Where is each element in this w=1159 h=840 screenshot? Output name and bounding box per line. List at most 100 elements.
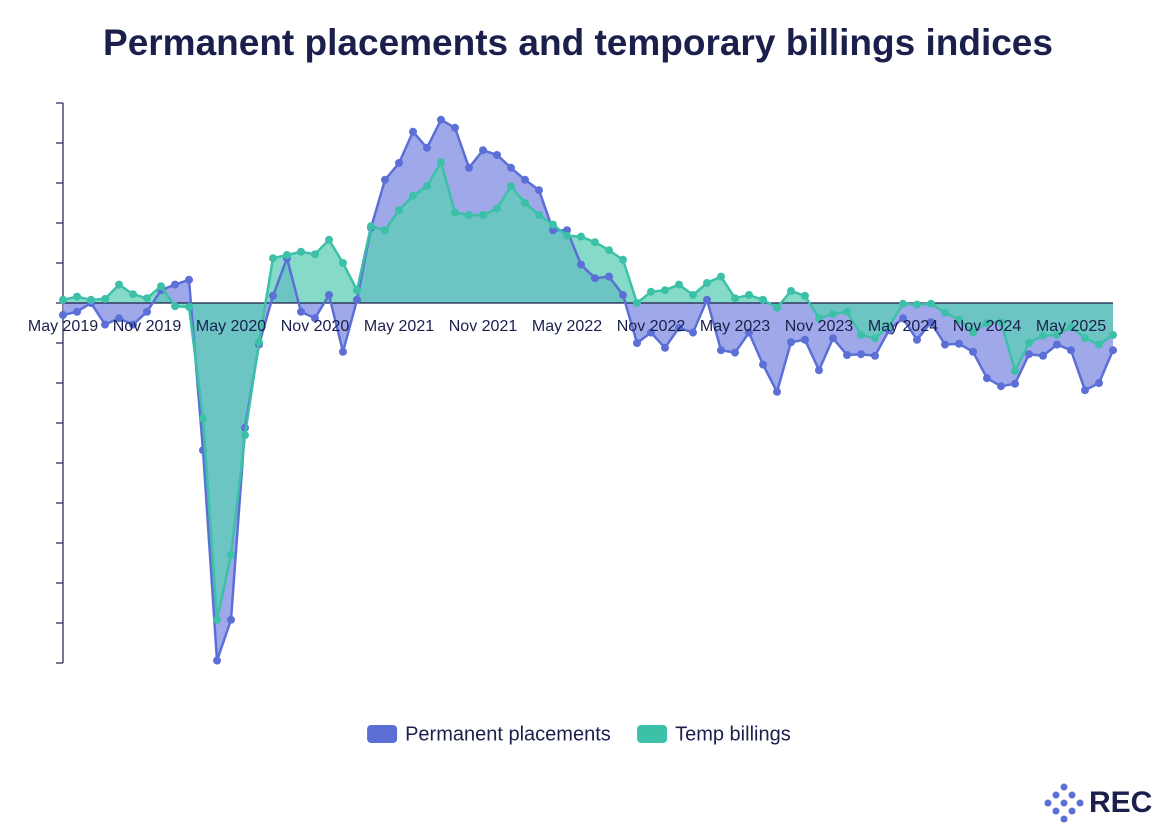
point	[759, 360, 767, 369]
point	[395, 159, 403, 167]
point	[927, 299, 935, 308]
point	[507, 163, 515, 172]
point	[731, 294, 739, 303]
point	[283, 251, 291, 259]
point	[423, 182, 431, 191]
point	[661, 286, 669, 295]
point	[451, 123, 459, 132]
point	[1025, 339, 1033, 347]
point	[311, 314, 319, 323]
point	[619, 291, 627, 299]
point	[157, 282, 165, 291]
point	[843, 307, 851, 316]
point	[731, 348, 739, 357]
point	[381, 175, 389, 184]
point	[717, 346, 725, 355]
point	[353, 286, 361, 295]
point	[185, 303, 193, 311]
point	[703, 279, 711, 287]
point	[73, 292, 81, 301]
point	[409, 191, 417, 200]
point	[983, 319, 991, 327]
point	[479, 146, 487, 155]
point	[101, 320, 109, 329]
point	[843, 351, 851, 359]
point	[871, 351, 879, 360]
point	[717, 272, 725, 281]
point	[605, 246, 613, 255]
line	[62, 159, 1114, 621]
point	[185, 275, 193, 284]
x-tick-label: Nov 2019	[113, 318, 182, 335]
point	[227, 615, 235, 624]
point	[787, 338, 795, 347]
point	[199, 414, 207, 423]
point	[983, 374, 991, 383]
point	[507, 182, 515, 191]
point	[829, 334, 837, 343]
area	[63, 162, 1113, 620]
point	[1067, 323, 1075, 331]
x-tick-label: Nov 2024	[953, 318, 1022, 335]
point	[395, 206, 403, 215]
point	[801, 291, 809, 300]
point	[1081, 386, 1089, 395]
point	[661, 343, 669, 352]
point	[297, 247, 305, 256]
point	[437, 158, 445, 167]
point	[465, 163, 473, 172]
point	[73, 307, 81, 316]
x-tick-label: Nov 2022	[617, 318, 686, 335]
point	[801, 335, 809, 344]
point	[549, 226, 557, 235]
point	[829, 310, 837, 319]
point	[969, 347, 977, 356]
point	[171, 280, 179, 289]
point	[913, 335, 921, 344]
point	[213, 656, 221, 665]
point	[955, 315, 963, 324]
point	[241, 431, 249, 439]
point	[59, 311, 67, 319]
point	[409, 127, 417, 136]
point	[1011, 379, 1019, 388]
point	[493, 151, 501, 159]
point	[339, 259, 347, 267]
point	[143, 307, 151, 316]
point	[227, 551, 235, 559]
point	[353, 295, 361, 304]
point	[1025, 350, 1033, 359]
legend-label: Permanent placements	[405, 723, 611, 745]
point	[773, 387, 781, 396]
point	[689, 328, 697, 337]
point	[689, 291, 697, 299]
point	[997, 318, 1005, 327]
point	[1095, 379, 1103, 387]
point	[577, 260, 585, 269]
point	[1109, 331, 1117, 339]
legend-swatch	[637, 725, 668, 743]
point	[535, 211, 543, 219]
point	[815, 314, 823, 323]
point	[423, 143, 431, 152]
point	[955, 339, 963, 348]
point	[1011, 367, 1019, 375]
point	[759, 295, 767, 304]
point	[577, 232, 585, 241]
point	[115, 280, 123, 289]
point	[171, 302, 179, 311]
x-tick-label: May 2021	[364, 318, 434, 335]
point	[941, 340, 949, 349]
point	[899, 314, 907, 323]
point	[381, 226, 389, 235]
point	[535, 186, 543, 195]
chart-title: Permanent placements and temporary billi…	[103, 22, 1053, 63]
x-tick-label: May 2023	[700, 318, 770, 335]
point	[367, 222, 375, 231]
point	[493, 204, 501, 213]
point	[913, 300, 921, 309]
point	[647, 287, 655, 296]
point	[269, 254, 277, 263]
point	[1095, 340, 1103, 349]
